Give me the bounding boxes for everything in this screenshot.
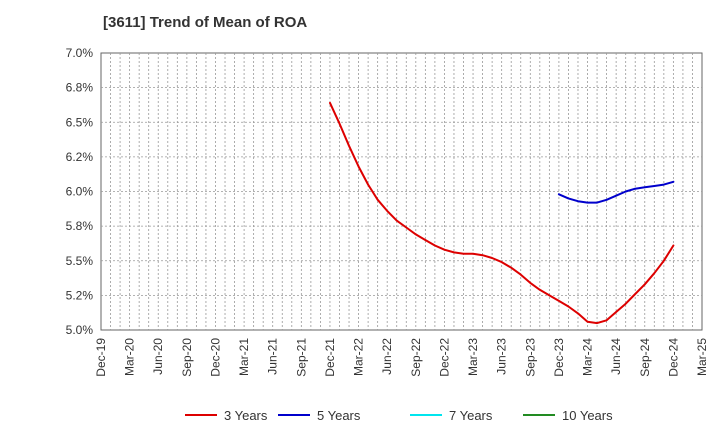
y-tick-label: 5.5% bbox=[66, 254, 94, 268]
x-tick-label: Sep-23 bbox=[523, 338, 537, 377]
x-tick-label: Jun-22 bbox=[380, 338, 394, 375]
x-tick-label: Dec-20 bbox=[208, 338, 222, 377]
x-tick-label: Jun-23 bbox=[495, 338, 509, 375]
legend-label-2: 5 Years bbox=[317, 408, 361, 423]
y-tick-label: 6.0% bbox=[66, 185, 94, 199]
legend-label-3: 7 Years bbox=[449, 408, 493, 423]
x-tick-label: Jun-20 bbox=[151, 338, 165, 375]
x-tick-label: Mar-22 bbox=[352, 338, 366, 376]
x-tick-label: Jun-24 bbox=[609, 338, 623, 375]
x-tick-label: Dec-24 bbox=[666, 338, 680, 377]
y-tick-label: 5.8% bbox=[66, 219, 94, 233]
y-tick-label: 5.2% bbox=[66, 288, 94, 302]
x-tick-label: Sep-24 bbox=[638, 338, 652, 377]
x-tick-label: Mar-23 bbox=[466, 338, 480, 376]
y-tick-label: 7.0% bbox=[66, 46, 94, 60]
x-tick-label: Dec-22 bbox=[437, 338, 451, 377]
x-tick-label: Sep-20 bbox=[180, 338, 194, 377]
series-line-2 bbox=[557, 180, 675, 204]
x-tick-label: Sep-21 bbox=[294, 338, 308, 377]
y-tick-label: 6.8% bbox=[66, 81, 94, 95]
x-tick-label: Dec-21 bbox=[323, 338, 337, 377]
x-tick-label: Dec-23 bbox=[552, 338, 566, 377]
x-tick-label: Mar-21 bbox=[237, 338, 251, 376]
legend-label-4: 10 Years bbox=[562, 408, 613, 423]
y-tick-label: 6.2% bbox=[66, 150, 94, 164]
x-tick-label: Dec-19 bbox=[94, 338, 108, 377]
y-tick-label: 5.0% bbox=[66, 323, 94, 337]
x-tick-label: Mar-25 bbox=[695, 338, 709, 376]
x-tick-label: Mar-20 bbox=[123, 338, 137, 376]
chart-title: [3611] Trend of Mean of ROA bbox=[103, 14, 308, 31]
legend-label-1: 3 Years bbox=[224, 408, 268, 423]
x-tick-label: Sep-22 bbox=[409, 338, 423, 377]
x-tick-label: Jun-21 bbox=[266, 338, 280, 375]
x-tick-label: Mar-24 bbox=[581, 338, 595, 376]
series-line-1 bbox=[329, 101, 675, 325]
y-tick-label: 6.5% bbox=[66, 115, 94, 129]
